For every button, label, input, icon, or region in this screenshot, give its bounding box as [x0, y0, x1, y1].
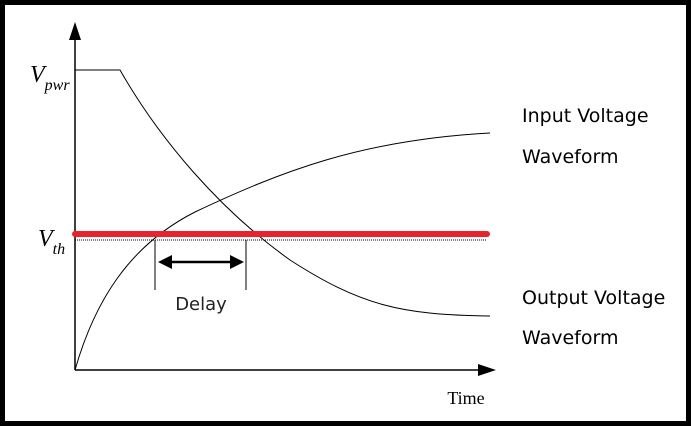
delay-label: Delay [175, 294, 227, 315]
delay-arrowhead-right [230, 255, 244, 269]
v-subscript: th [53, 241, 65, 258]
decay-curve [75, 69, 491, 317]
curve-label: Waveform [522, 327, 618, 349]
v-pwr-label: Vpwr [30, 62, 70, 94]
curve-label: Input Voltage [522, 105, 649, 127]
v-subscript: pwr [44, 77, 71, 94]
y-arrow [69, 22, 81, 40]
delay-arrowhead-left [158, 255, 172, 269]
rise-curve [74, 132, 491, 371]
x-axis-label: Time [447, 388, 484, 408]
v-th-label: Vth [38, 226, 65, 258]
x-arrow [478, 364, 496, 376]
curve-label: Waveform [522, 146, 618, 168]
curve-label: Output Voltage [522, 287, 665, 309]
v-symbol: V [30, 62, 47, 88]
v-symbol: V [38, 226, 55, 252]
